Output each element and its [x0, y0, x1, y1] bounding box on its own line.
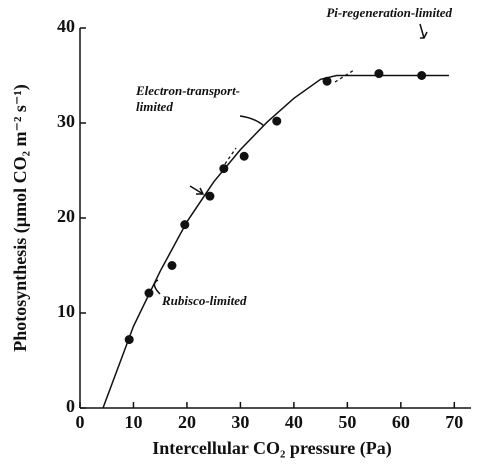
- data-point: [272, 116, 282, 126]
- data-point: [167, 261, 177, 270]
- data-point: [124, 335, 134, 345]
- x-tick-label: 10: [124, 412, 142, 432]
- x-tick-label: 30: [231, 412, 249, 432]
- data-point: [322, 76, 332, 86]
- data-point: [239, 151, 249, 161]
- y-tick-label: 40: [57, 16, 75, 36]
- x-tick-label: 0: [76, 412, 85, 432]
- annotation: Pi-regeneration-limited: [326, 5, 452, 20]
- x-tick-label: 70: [445, 412, 463, 432]
- y-tick-label: 20: [57, 206, 75, 226]
- leader: [153, 279, 161, 295]
- y-tick-label: 30: [57, 111, 75, 131]
- x-axis-title: Intercellular CO₂ pressure (Pa): [152, 438, 392, 459]
- data-point: [219, 164, 229, 174]
- data-point: [205, 191, 215, 201]
- x-tick-label: 50: [338, 412, 356, 432]
- y-tick-label: 10: [57, 301, 75, 321]
- data-point: [180, 220, 190, 230]
- data-point: [144, 288, 154, 298]
- arrow: [189, 185, 205, 195]
- x-tick-label: 40: [285, 412, 303, 432]
- y-tick-label: 0: [66, 396, 75, 416]
- annotation: Electron-transport-: [135, 83, 240, 98]
- x-tick-label: 20: [178, 412, 196, 432]
- leader: [239, 115, 265, 127]
- dashed-extension: [334, 69, 355, 83]
- x-tick-label: 60: [392, 412, 410, 432]
- y-axis-title: Photosynthesis (µmol CO₂ m⁻² s⁻¹): [10, 84, 31, 352]
- arrow: [419, 23, 428, 39]
- annotation: limited: [136, 99, 173, 114]
- data-point: [374, 69, 384, 79]
- data-point: [417, 71, 427, 80]
- annotation: Rubisco-limited: [161, 293, 247, 308]
